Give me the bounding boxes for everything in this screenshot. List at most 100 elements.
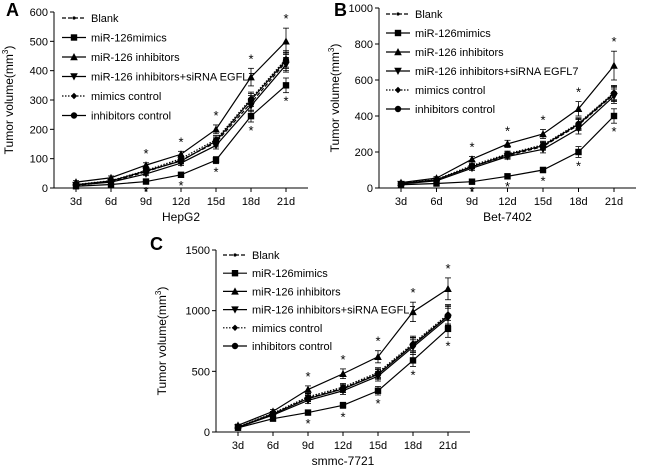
x-tick-label: 12d (172, 196, 190, 208)
data-point (374, 352, 382, 360)
legend-marker (394, 48, 402, 56)
significance-star: * (143, 184, 148, 199)
x-tick-label: 3d (232, 440, 244, 452)
significance-star: * (611, 124, 616, 139)
data-point (282, 57, 290, 64)
data-point (397, 180, 405, 187)
data-point (468, 163, 476, 170)
legend-marker (231, 342, 239, 350)
data-point (247, 112, 255, 120)
x-axis-label: HepG2 (162, 210, 200, 224)
data-point (177, 157, 185, 165)
data-point (539, 130, 547, 138)
legend-label: inhibitors control (415, 104, 495, 116)
y-axis-label-suffix: ) (2, 46, 16, 50)
legend: Blank miR-126mimics miR-126 inhibitors miR-… (223, 250, 416, 353)
significance-star: * (305, 369, 310, 384)
legend-item: inhibitors control (62, 111, 171, 123)
legend-label: miR-126 inhibitors (252, 286, 341, 298)
legend-label: inhibitors control (252, 341, 332, 353)
data-point (269, 410, 277, 418)
data-point (575, 120, 582, 128)
legend-item: mimics control (223, 323, 322, 335)
y-tick-label: 400 (355, 111, 373, 123)
data-point (610, 112, 618, 120)
y-axis-label-sup: 3 (154, 290, 163, 295)
significance-star: * (410, 285, 415, 300)
data-point (142, 178, 150, 185)
legend-item: mimics control (386, 85, 485, 97)
significance-star: * (410, 367, 415, 382)
legend-marker (394, 67, 402, 75)
panel-letter: C (150, 234, 163, 254)
legend-marker (70, 53, 78, 61)
panel-letter: B (334, 0, 347, 20)
data-point (574, 104, 583, 112)
legend-item: miR-126mimics (386, 28, 491, 40)
legend-label: miR-126 inhibitors (415, 47, 504, 59)
significance-star: * (540, 174, 545, 189)
legend-label: mimics control (252, 323, 322, 335)
legend-item: miR-126 inhibitors+siRNA EGFL7 (62, 72, 255, 84)
data-point (433, 176, 440, 183)
x-tick-label: 9d (466, 196, 478, 208)
y-axis-label-text: Tumor volume(mm (328, 52, 342, 152)
legend-label: miR-126 inhibitors+siRNA EGFL7 (91, 72, 255, 84)
x-tick-label: 12d (334, 440, 352, 452)
legend-marker (70, 73, 78, 81)
series-circle (72, 51, 290, 188)
data-point (610, 90, 618, 97)
x-tick-label: 15d (369, 440, 387, 452)
x-tick-label: 6d (105, 196, 117, 208)
significance-star: * (213, 108, 218, 123)
x-tick-label: 21d (605, 196, 623, 208)
legend-marker (394, 29, 402, 37)
x-tick-label: 18d (569, 196, 587, 208)
y-axis-label: Tumor volume(mm3) (154, 287, 169, 396)
x-tick-label: 21d (277, 196, 295, 208)
y-tick-label: 300 (30, 95, 48, 107)
series-triangle-up: * * * * * (72, 11, 290, 186)
legend-label: miR-126 inhibitors+siRNA EGFL7 (252, 305, 416, 317)
legend-item: miR-126 inhibitors (62, 52, 180, 64)
significance-star: * (283, 11, 288, 26)
data-point (610, 61, 618, 69)
legend-item: miR-126mimics (62, 33, 167, 45)
y-tick-label: 500 (192, 366, 210, 378)
legend-marker (72, 16, 76, 20)
significance-star: * (505, 179, 510, 194)
legend-label: mimics control (91, 91, 161, 103)
legend-item: Blank (62, 13, 119, 25)
data-point (444, 325, 452, 333)
legend-label: Blank (252, 250, 280, 262)
y-tick-label: 0 (42, 183, 48, 195)
significance-star: * (340, 409, 345, 424)
legend-item: Blank (386, 9, 443, 21)
legend-label: miR-126 inhibitors+siRNA EGFL7 (415, 66, 579, 78)
significance-star: * (213, 165, 218, 180)
significance-star: * (178, 178, 183, 193)
data-point (282, 82, 290, 89)
legend-item: miR-126 inhibitors+siRNA EGFL7 (223, 305, 416, 317)
y-tick-label: 500 (30, 36, 48, 48)
y-tick-label: 0 (204, 427, 210, 439)
panel-c: C 0 500 1000 1500 3d 6d 9d 12d 15d 18d 21d smmc-7721… (150, 234, 470, 468)
legend-marker (231, 324, 239, 331)
legend: Blank miR-126mimics miR-126 inhibitors miR-… (386, 9, 579, 116)
data-point (212, 156, 220, 164)
legend-marker (231, 270, 239, 277)
legend-marker (231, 306, 239, 314)
legend-label: mimics control (415, 85, 485, 97)
significance-star: * (375, 334, 380, 349)
data-point (247, 73, 255, 81)
y-axis-label-suffix: ) (155, 287, 169, 291)
data-point (409, 307, 417, 316)
legend-item: miR-126mimics (223, 268, 328, 280)
legend-label: miR-126mimics (252, 268, 328, 280)
data-point (339, 369, 347, 377)
x-tick-label: 18d (242, 196, 260, 208)
data-point (409, 357, 417, 364)
legend: Blank miR-126mimics miR-126 inhibitors miR-… (62, 13, 255, 123)
legend-item: mimics control (62, 91, 161, 103)
